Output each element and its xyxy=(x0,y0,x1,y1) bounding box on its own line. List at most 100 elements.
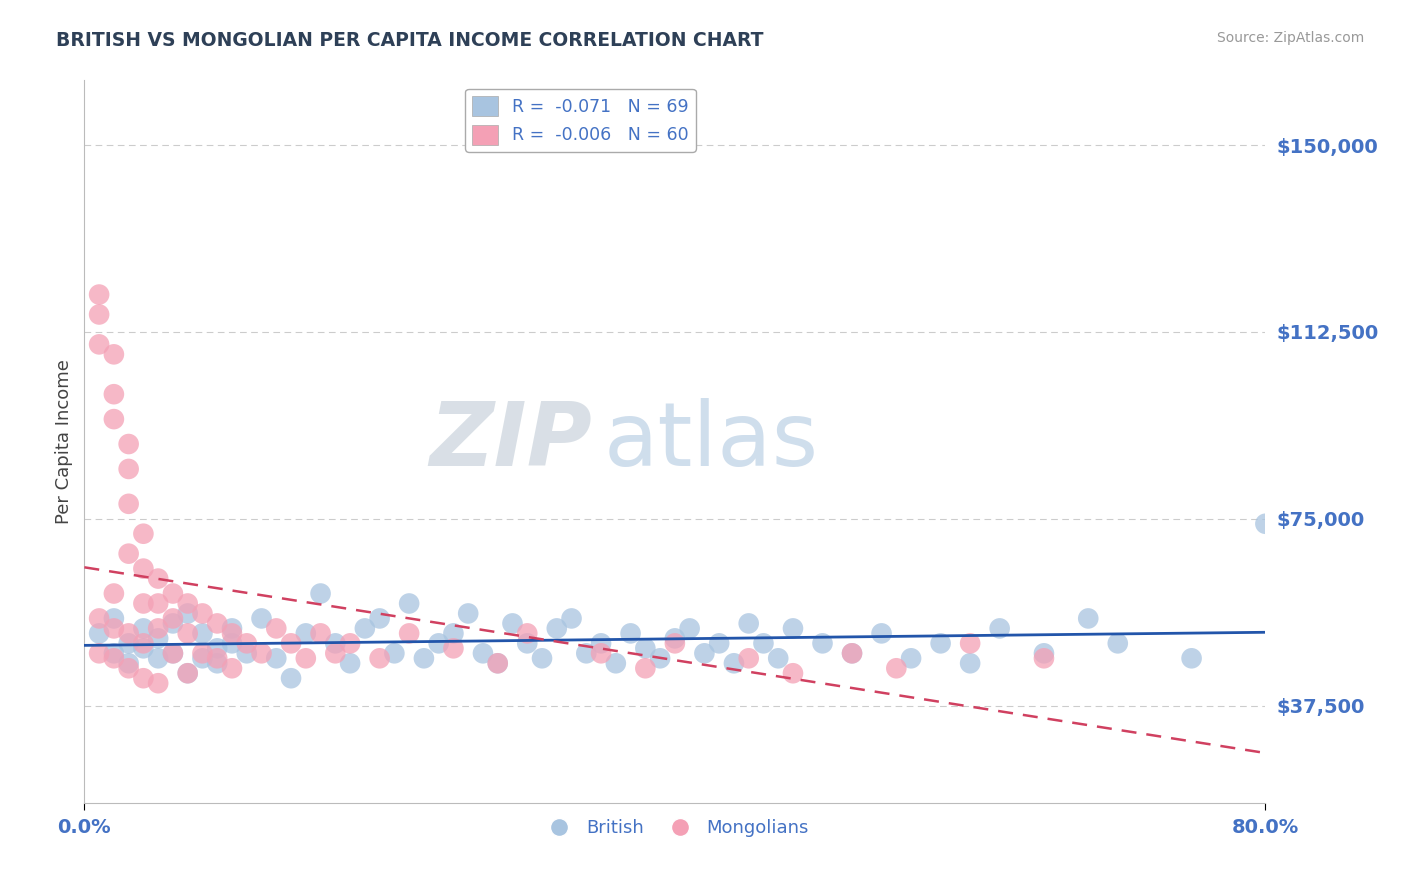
Point xyxy=(457,607,479,621)
Point xyxy=(103,412,125,426)
Point xyxy=(413,651,436,665)
Point xyxy=(664,632,686,646)
Point xyxy=(900,651,922,665)
Point xyxy=(443,641,465,656)
Point xyxy=(929,636,952,650)
Point xyxy=(591,636,613,650)
Point xyxy=(266,651,288,665)
Point xyxy=(87,287,111,301)
Point xyxy=(575,646,598,660)
Point xyxy=(738,616,761,631)
Point xyxy=(1254,516,1277,531)
Point xyxy=(191,646,214,660)
Point xyxy=(870,626,893,640)
Y-axis label: Per Capita Income: Per Capita Income xyxy=(55,359,73,524)
Point xyxy=(103,651,125,665)
Point xyxy=(309,586,332,600)
Point xyxy=(236,636,259,650)
Point xyxy=(1077,611,1099,625)
Point xyxy=(561,611,583,625)
Point xyxy=(501,616,523,631)
Point xyxy=(207,641,229,656)
Point xyxy=(531,651,554,665)
Point xyxy=(620,626,643,640)
Point xyxy=(207,651,229,665)
Point xyxy=(87,646,111,660)
Point xyxy=(443,626,465,640)
Point xyxy=(118,547,141,561)
Point xyxy=(339,636,361,650)
Point xyxy=(339,657,361,671)
Point xyxy=(103,621,125,635)
Point xyxy=(103,611,125,625)
Point xyxy=(118,657,141,671)
Point xyxy=(118,462,141,476)
Point xyxy=(87,337,111,351)
Point xyxy=(634,641,657,656)
Point xyxy=(250,646,273,660)
Point xyxy=(162,646,184,660)
Point xyxy=(368,611,391,625)
Point xyxy=(295,626,318,640)
Point xyxy=(207,657,229,671)
Point xyxy=(250,611,273,625)
Point xyxy=(427,636,450,650)
Point xyxy=(103,387,125,401)
Point xyxy=(148,651,170,665)
Point xyxy=(191,651,214,665)
Point xyxy=(221,626,243,640)
Point xyxy=(162,616,184,631)
Point xyxy=(841,646,863,660)
Point xyxy=(516,626,538,640)
Point xyxy=(221,661,243,675)
Point xyxy=(516,636,538,650)
Point xyxy=(177,626,200,640)
Point xyxy=(295,651,318,665)
Point xyxy=(87,308,111,322)
Text: ZIP: ZIP xyxy=(429,398,592,485)
Point xyxy=(148,676,170,690)
Point xyxy=(207,616,229,631)
Point xyxy=(723,657,745,671)
Point xyxy=(959,636,981,650)
Point xyxy=(546,621,568,635)
Point xyxy=(87,626,111,640)
Point xyxy=(280,636,302,650)
Point xyxy=(382,646,406,660)
Point xyxy=(148,632,170,646)
Point xyxy=(148,572,170,586)
Point xyxy=(132,671,155,685)
Point xyxy=(162,586,184,600)
Point xyxy=(132,621,155,635)
Point xyxy=(132,636,155,650)
Point xyxy=(148,597,170,611)
Point xyxy=(177,666,200,681)
Point xyxy=(162,646,184,660)
Point xyxy=(118,636,141,650)
Point xyxy=(664,636,686,650)
Point xyxy=(605,657,627,671)
Point xyxy=(472,646,495,660)
Point xyxy=(709,636,731,650)
Point xyxy=(354,621,377,635)
Point xyxy=(132,597,155,611)
Point xyxy=(886,661,908,675)
Point xyxy=(177,607,200,621)
Point xyxy=(591,646,613,660)
Point xyxy=(118,437,141,451)
Point xyxy=(782,621,804,635)
Point xyxy=(221,621,243,635)
Point xyxy=(103,586,125,600)
Point xyxy=(782,666,804,681)
Point xyxy=(368,651,391,665)
Point xyxy=(132,561,155,575)
Legend: British, Mongolians: British, Mongolians xyxy=(533,812,817,845)
Point xyxy=(177,666,200,681)
Point xyxy=(103,646,125,660)
Point xyxy=(679,621,702,635)
Point xyxy=(1033,646,1056,660)
Point xyxy=(236,646,259,660)
Text: Source: ZipAtlas.com: Source: ZipAtlas.com xyxy=(1216,31,1364,45)
Point xyxy=(811,636,834,650)
Point xyxy=(398,597,420,611)
